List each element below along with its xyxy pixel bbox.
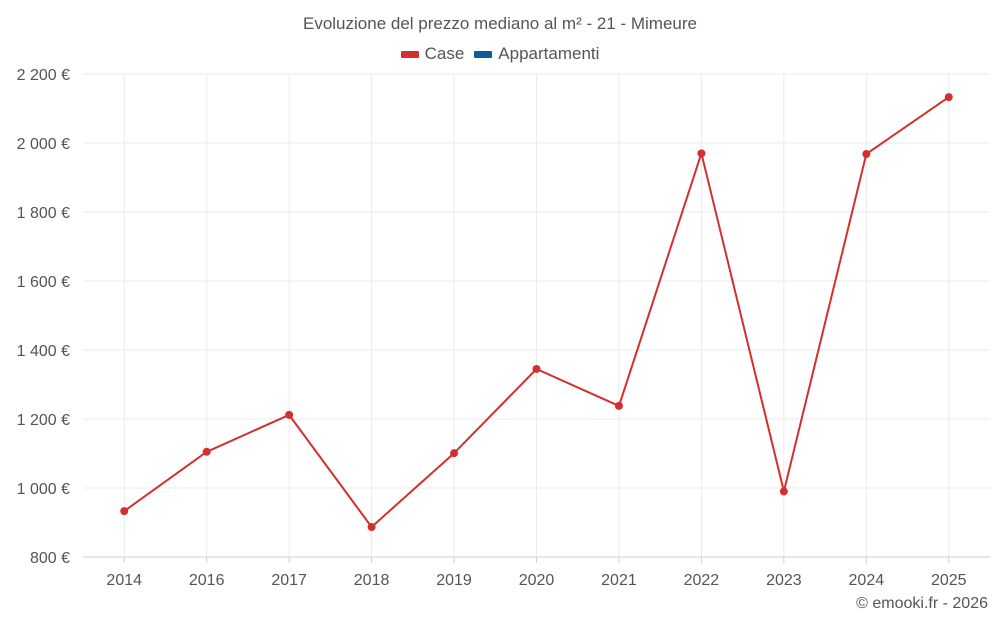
y-tick-label: 1 200 €	[17, 412, 70, 429]
y-tick-label: 1 400 €	[17, 343, 70, 360]
legend-item-case[interactable]: Case	[400, 44, 465, 64]
y-tick-label: 1 000 €	[17, 481, 70, 498]
x-tick-label: 2014	[106, 572, 142, 589]
y-tick-label: 1 800 €	[17, 205, 70, 222]
y-tick-label: 1 600 €	[17, 274, 70, 291]
x-tick-label: 2022	[684, 572, 720, 589]
y-tick-label: 2 200 €	[17, 67, 70, 84]
x-tick-label: 2020	[519, 572, 555, 589]
data-point	[779, 487, 788, 496]
data-point	[532, 364, 541, 373]
legend-swatch-case	[400, 50, 419, 58]
x-tick-label: 2025	[931, 572, 967, 589]
data-point	[614, 401, 623, 410]
data-point	[285, 410, 294, 419]
chart-legend: Case Appartamenti	[0, 44, 1000, 64]
x-tick-label: 2024	[849, 572, 885, 589]
legend-item-appartamenti[interactable]: Appartamenti	[474, 44, 599, 64]
data-point	[202, 447, 211, 456]
x-tick-label: 2023	[766, 572, 802, 589]
data-point	[944, 93, 953, 102]
data-point	[450, 449, 459, 458]
x-tick-label: 2016	[189, 572, 225, 589]
x-tick-label: 2021	[601, 572, 637, 589]
data-point	[367, 522, 376, 531]
legend-label-case: Case	[424, 44, 465, 63]
x-tick-label: 2018	[354, 572, 390, 589]
data-point	[862, 150, 871, 159]
legend-label-appartamenti: Appartamenti	[498, 44, 600, 63]
y-tick-label: 2 000 €	[17, 136, 70, 153]
legend-swatch-appartamenti	[474, 50, 493, 58]
x-tick-label: 2019	[436, 572, 472, 589]
data-point	[697, 149, 706, 158]
copyright-credit: © emooki.fr - 2026	[856, 595, 988, 612]
y-tick-label: 800 €	[30, 550, 70, 567]
x-tick-label: 2017	[271, 572, 307, 589]
data-point	[120, 507, 129, 516]
chart-title: Evoluzione del prezzo mediano al m² - 21…	[302, 14, 697, 33]
